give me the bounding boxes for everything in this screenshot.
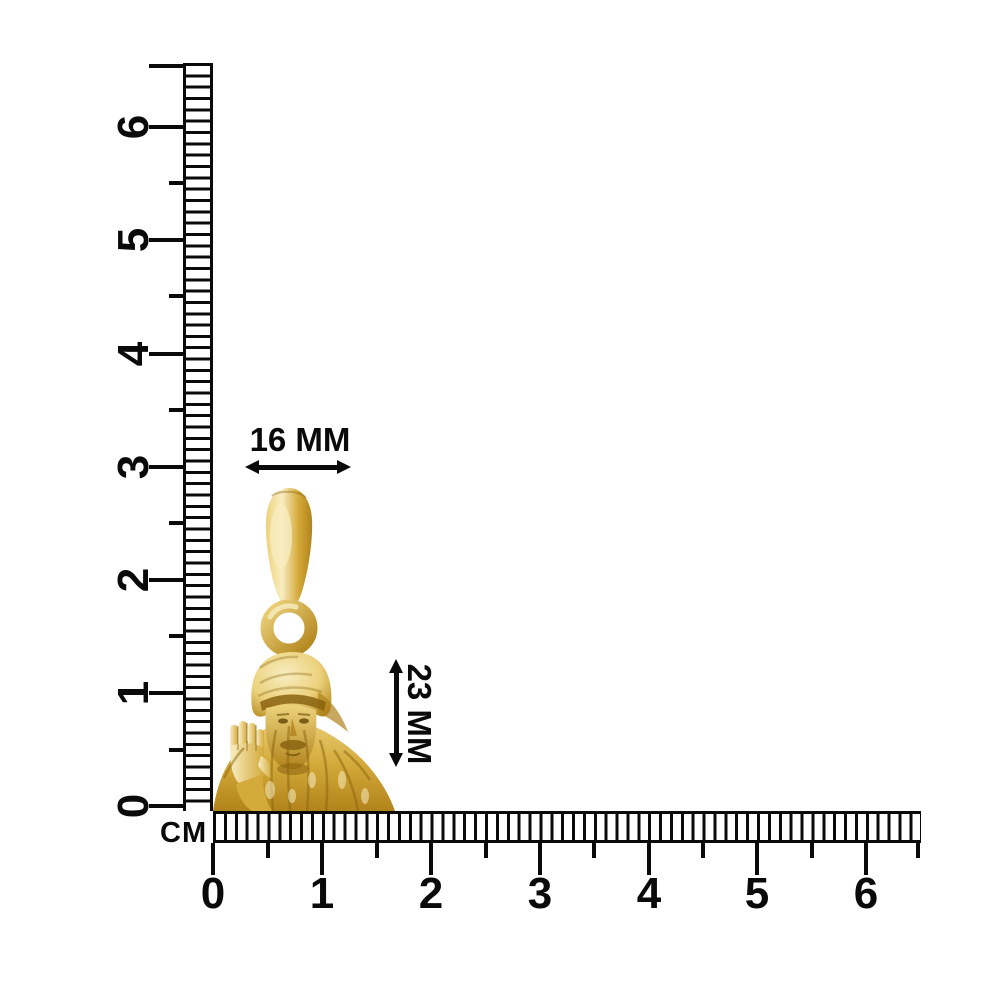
vertical-ruler-number: 4 [109,341,158,367]
horizontal-ruler-number: 3 [527,869,553,918]
cm-tick [538,843,542,875]
horizontal-ruler-number: 5 [744,869,770,918]
cm-tick [149,64,184,68]
vertical-ruler-number: 5 [109,227,158,253]
cm-tick [647,843,651,875]
horizontal-ruler-number: 4 [636,869,662,918]
cm-tick [320,843,324,875]
vertical-ruler-number: 6 [109,114,158,140]
pendant-figure [213,652,395,812]
half-cm-tick [701,843,705,858]
pendant-ring [260,599,318,657]
horizontal-ruler-number: 2 [418,869,444,918]
cm-tick [149,352,184,356]
half-cm-tick [484,843,488,858]
cm-tick [755,843,759,875]
vertical-ruler-band [183,63,213,811]
width-dimension-label: 16 MM [249,421,351,458]
half-cm-tick [592,843,596,858]
pendant-image [213,488,395,812]
half-cm-tick [169,634,184,638]
half-cm-tick [169,521,184,525]
pendant-bail [265,488,313,608]
cm-tick [149,238,184,242]
half-cm-tick [169,294,184,298]
half-cm-tick [266,843,270,858]
cm-unit-label: CM [160,817,208,849]
vertical-ruler-number: 0 [109,793,158,819]
horizontal-ruler-number: 6 [853,869,879,918]
half-cm-tick [169,408,184,412]
half-cm-tick [169,748,184,752]
cm-tick [864,843,868,875]
vertical-ruler-number: 1 [109,680,158,706]
horizontal-ruler-band [213,811,921,843]
half-cm-tick [810,843,814,858]
cm-tick [149,465,184,469]
half-cm-tick [169,181,184,185]
horizontal-ruler-number: 0 [200,869,226,918]
width-dimension-arrow-icon [245,460,351,474]
cm-tick [149,691,184,695]
vertical-ruler-number: 3 [109,454,158,480]
cm-tick [149,125,184,129]
cm-tick [149,578,184,582]
vertical-ruler-number: 2 [109,567,158,593]
horizontal-ruler-number: 1 [309,869,335,918]
half-cm-tick [916,843,920,858]
half-cm-tick [375,843,379,858]
cm-tick [211,843,215,875]
cm-tick [149,804,184,808]
height-dimension-label: 23 MM [401,663,438,765]
height-dimension-arrow-icon [389,659,403,767]
cm-tick [429,843,433,875]
